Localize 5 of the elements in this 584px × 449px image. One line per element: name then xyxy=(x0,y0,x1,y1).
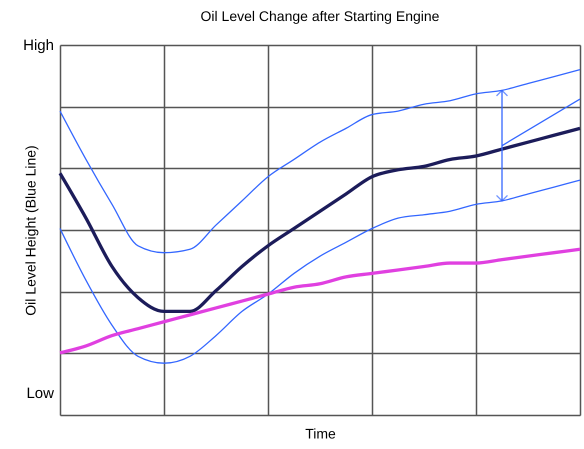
chart-title: Oil Level Change after Starting Engine xyxy=(200,8,440,24)
text: High xyxy=(23,37,54,54)
text: Low xyxy=(26,384,54,402)
y-axis-title: Oil Level Height (Blue Line) xyxy=(22,145,38,316)
x-axis-title: Time xyxy=(305,426,336,442)
